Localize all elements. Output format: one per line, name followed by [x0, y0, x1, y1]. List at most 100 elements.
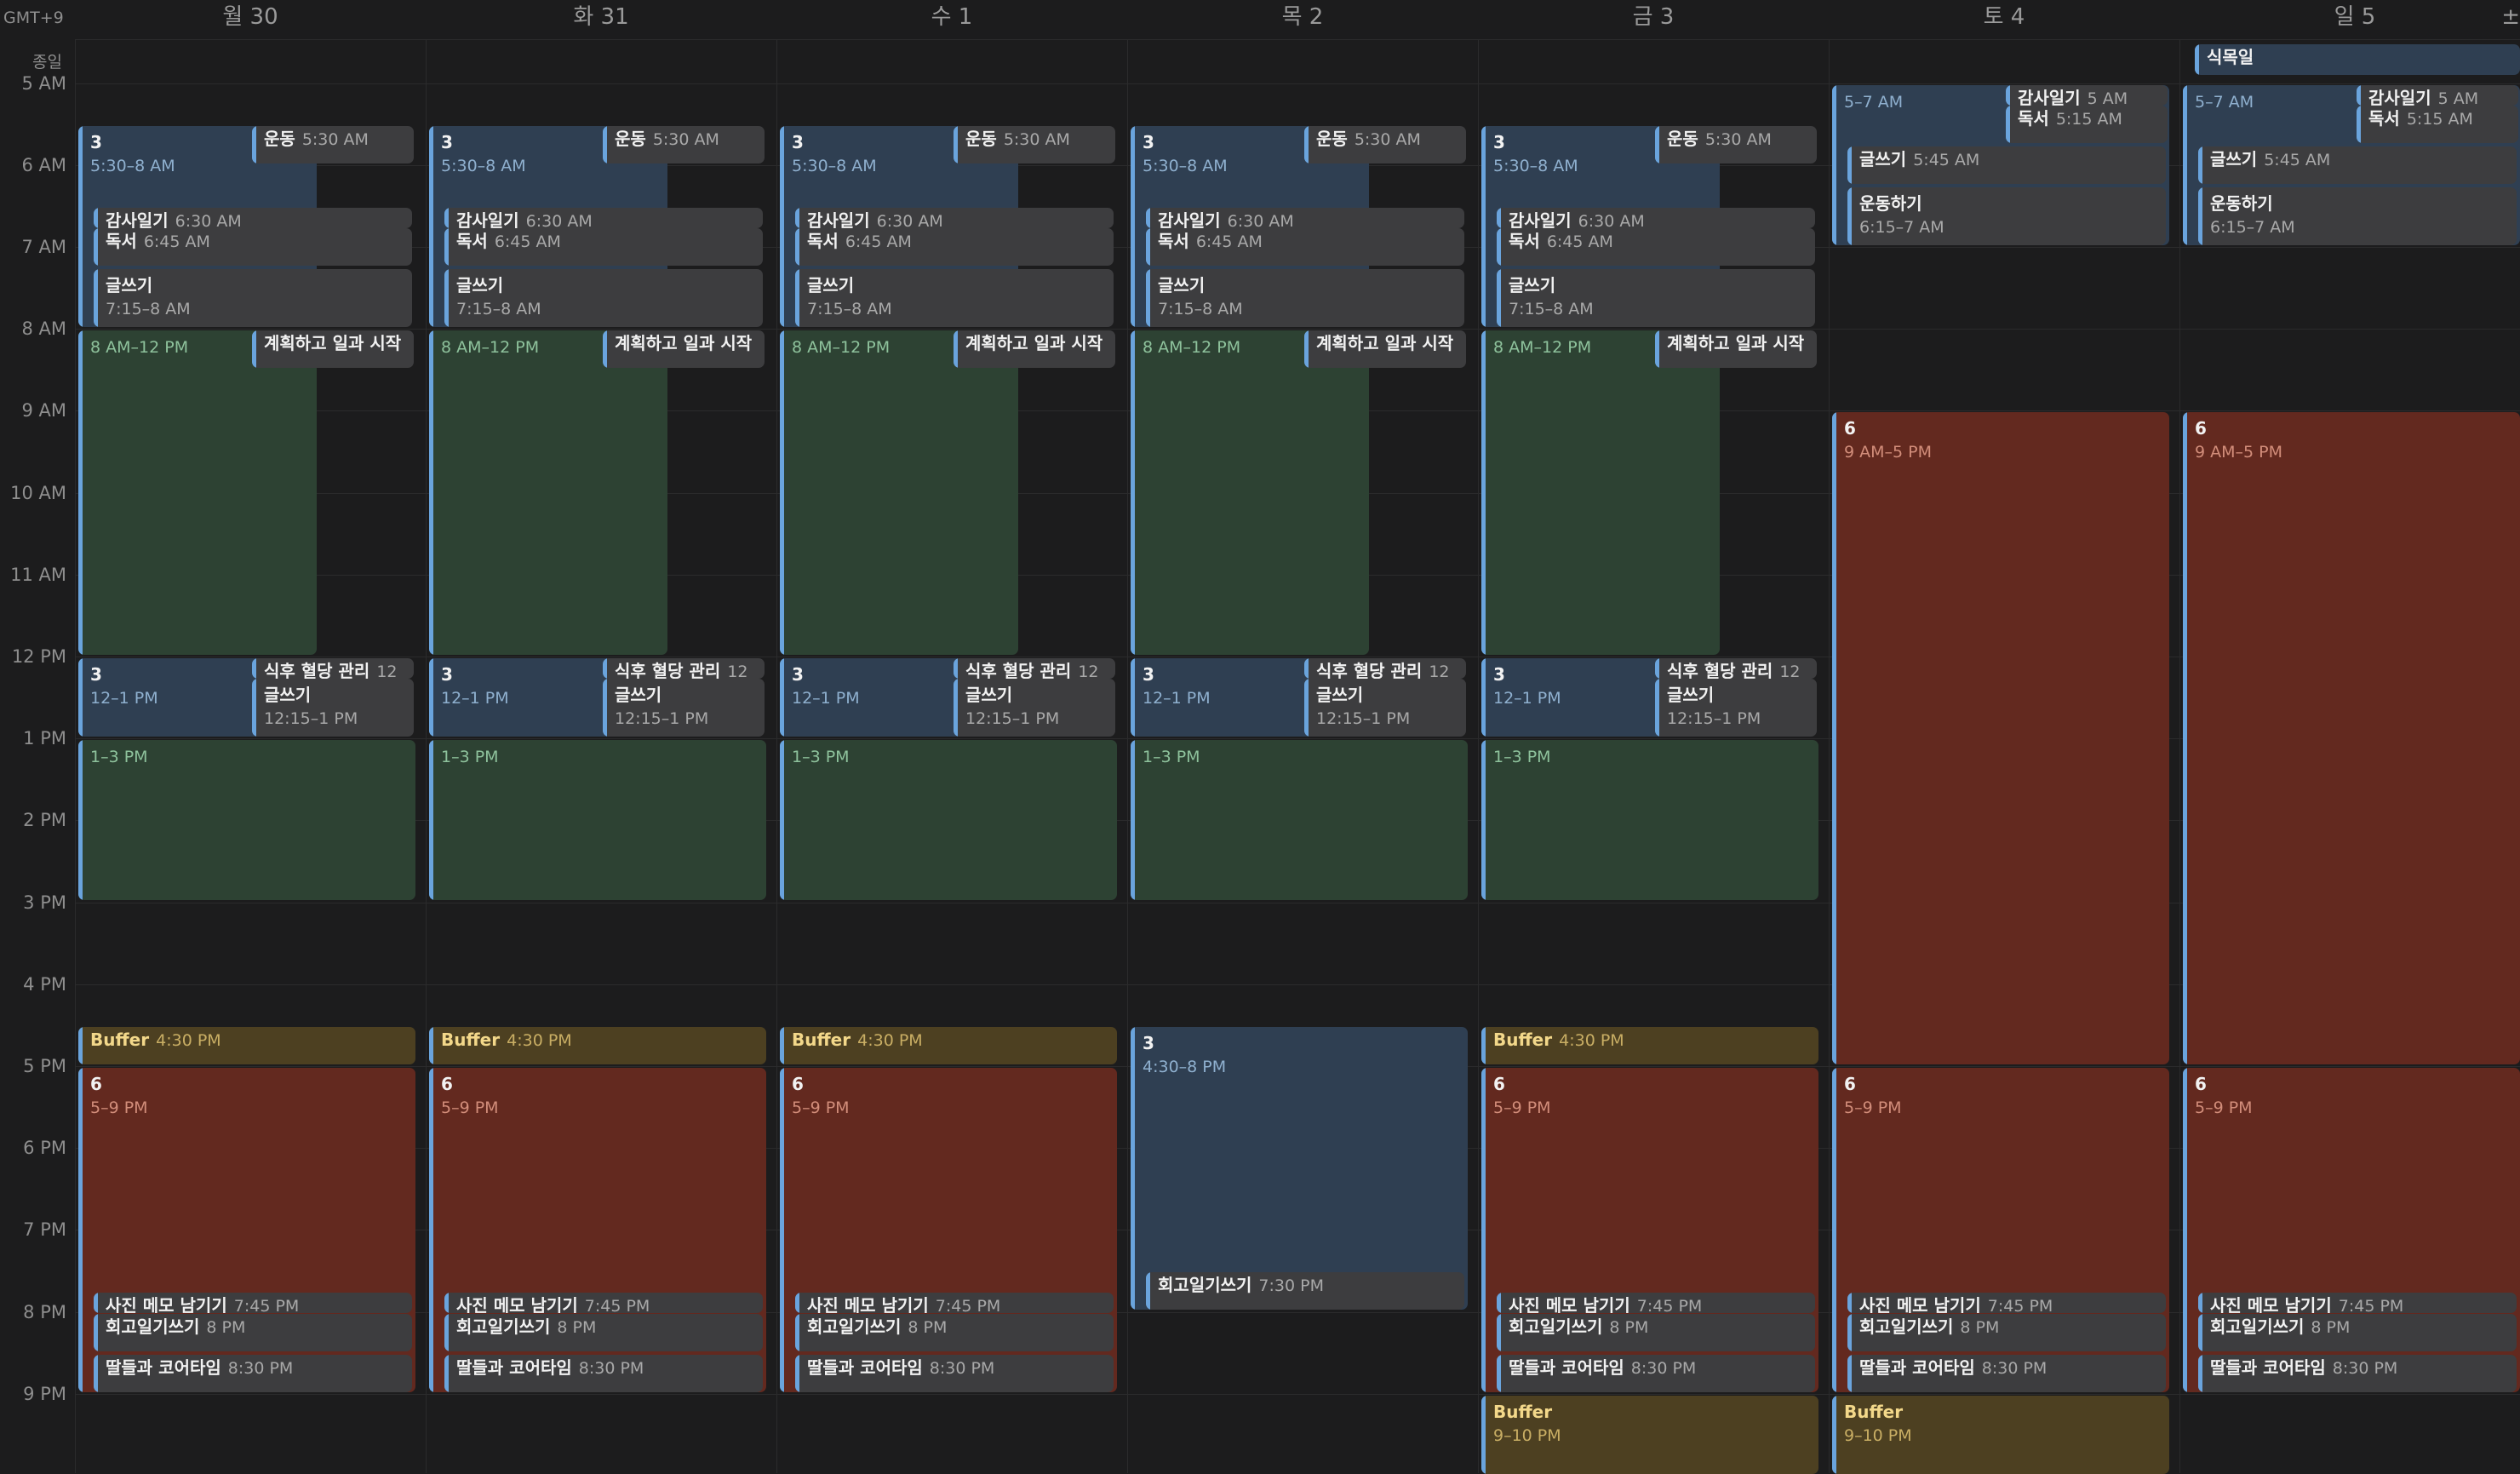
event-time: 12:15–1 PM — [965, 708, 1060, 728]
calendar-event[interactable]: 사진 메모 남기기 7:45 PM — [444, 1293, 763, 1314]
calendar-event[interactable]: 글쓰기 12:15–1 PM — [954, 678, 1115, 737]
day-header[interactable]: 일 5 — [2334, 4, 2376, 30]
calendar-event[interactable]: 딸들과 코어타임 8:30 PM — [94, 1354, 412, 1392]
calendar-event[interactable]: 식후 혈당 관리 12 — [1655, 657, 1817, 679]
calendar-event[interactable]: 글쓰기 7:15–8 AM — [444, 268, 763, 328]
calendar-event[interactable]: 계획하고 일과 시작 — [1304, 330, 1466, 369]
calendar-event[interactable]: 독서 6:45 AM — [1146, 227, 1464, 266]
calendar-event[interactable]: 3 4:30–8 PM — [1131, 1026, 1468, 1311]
calendar-event[interactable]: 회고일기쓰기 8 PM — [1847, 1313, 2166, 1351]
calendar-event[interactable]: 글쓰기 12:15–1 PM — [1304, 678, 1466, 737]
calendar-event[interactable]: 딸들과 코어타임 8:30 PM — [444, 1354, 763, 1392]
calendar-event[interactable]: 회고일기쓰기 8 PM — [444, 1313, 763, 1351]
calendar-event[interactable]: 감사일기 5 AM — [2357, 84, 2518, 106]
calendar-event[interactable]: 감사일기 6:30 AM — [1146, 207, 1464, 228]
calendar-event[interactable]: Buffer 4:30 PM — [1481, 1026, 1818, 1064]
event-time: 1–3 PM — [1143, 748, 1200, 767]
calendar-event[interactable]: 딸들과 코어타임 8:30 PM — [795, 1354, 1114, 1392]
calendar-event[interactable]: 독서 5:15 AM — [2006, 105, 2168, 143]
calendar-event[interactable]: 회고일기쓰기 8 PM — [94, 1313, 412, 1351]
calendar-event[interactable]: 1–3 PM — [78, 740, 415, 901]
calendar-event[interactable]: 운동 5:30 AM — [1655, 125, 1817, 163]
calendar-event[interactable]: 운동 5:30 AM — [954, 125, 1115, 163]
calendar-event[interactable]: 회고일기쓰기 8 PM — [1497, 1313, 1815, 1351]
calendar-event[interactable]: 8 AM–12 PM — [1481, 330, 1720, 655]
calendar-event[interactable]: 1–3 PM — [780, 740, 1117, 901]
event-time: 12:15–1 PM — [1316, 708, 1411, 728]
calendar-event[interactable]: 운동하기 6:15–7 AM — [1847, 186, 2166, 245]
event-time: 8 PM — [206, 1317, 246, 1337]
day-header[interactable]: 수 1 — [931, 4, 973, 30]
calendar-event[interactable]: 감사일기 6:30 AM — [94, 207, 412, 228]
calendar-event[interactable]: 회고일기쓰기 7:30 PM — [1146, 1272, 1464, 1311]
calendar-event[interactable]: 글쓰기 5:45 AM — [2198, 146, 2517, 184]
calendar-event[interactable]: 사진 메모 남기기 7:45 PM — [94, 1293, 412, 1314]
calendar-event[interactable]: 딸들과 코어타임 8:30 PM — [1497, 1354, 1815, 1392]
calendar-event[interactable]: 식후 혈당 관리 12 — [252, 657, 414, 679]
calendar-event[interactable]: 8 AM–12 PM — [78, 330, 317, 655]
calendar-event[interactable]: 감사일기 6:30 AM — [444, 207, 763, 228]
calendar-event[interactable]: Buffer 9–10 PM — [1481, 1395, 1818, 1474]
calendar-event[interactable]: Buffer 4:30 PM — [78, 1026, 415, 1064]
calendar-event[interactable]: 글쓰기 7:15–8 AM — [1497, 268, 1815, 328]
calendar-event[interactable]: 글쓰기 12:15–1 PM — [1655, 678, 1817, 737]
day-header[interactable]: 토 4 — [1983, 4, 2025, 30]
calendar-event[interactable]: 글쓰기 12:15–1 PM — [603, 678, 765, 737]
calendar-event[interactable]: 독서 6:45 AM — [444, 227, 763, 266]
calendar-event[interactable]: 회고일기쓰기 8 PM — [795, 1313, 1114, 1351]
calendar-event[interactable]: 6 9 AM–5 PM — [2183, 412, 2520, 1064]
calendar-event[interactable]: 사진 메모 남기기 7:45 PM — [795, 1293, 1114, 1314]
calendar-event[interactable]: 감사일기 6:30 AM — [795, 207, 1114, 228]
event-time: 8:30 PM — [578, 1358, 644, 1378]
calendar-event[interactable]: 운동 5:30 AM — [252, 125, 414, 163]
calendar-event[interactable]: Buffer 4:30 PM — [429, 1026, 766, 1064]
calendar-event[interactable]: 회고일기쓰기 8 PM — [2198, 1313, 2517, 1351]
calendar-event[interactable]: 운동하기 6:15–7 AM — [2198, 186, 2517, 245]
calendar-event[interactable]: 계획하고 일과 시작 — [1655, 330, 1817, 369]
calendar-event[interactable]: 1–3 PM — [429, 740, 766, 901]
event-time: 7:45 PM — [935, 1297, 1001, 1314]
calendar-event[interactable]: 딸들과 코어타임 8:30 PM — [2198, 1354, 2517, 1392]
day-header[interactable]: 월 30 — [222, 4, 278, 30]
calendar-event[interactable]: 글쓰기 7:15–8 AM — [1146, 268, 1464, 328]
calendar-event[interactable]: 글쓰기 7:15–8 AM — [795, 268, 1114, 328]
calendar-event[interactable]: 사진 메모 남기기 7:45 PM — [1497, 1293, 1815, 1314]
calendar-event[interactable]: 사진 메모 남기기 7:45 PM — [1847, 1293, 2166, 1314]
calendar-event[interactable]: 8 AM–12 PM — [429, 330, 667, 655]
calendar-event[interactable]: 8 AM–12 PM — [780, 330, 1018, 655]
calendar-event[interactable]: 사진 메모 남기기 7:45 PM — [2198, 1293, 2517, 1314]
calendar-event[interactable]: 글쓰기 7:15–8 AM — [94, 268, 412, 328]
calendar-event[interactable]: 8 AM–12 PM — [1131, 330, 1369, 655]
day-header[interactable]: 화 31 — [573, 4, 629, 30]
add-plus-label[interactable]: ± — [2501, 4, 2520, 30]
calendar-event[interactable]: 독서 6:45 AM — [94, 227, 412, 266]
calendar-event[interactable]: 글쓰기 12:15–1 PM — [252, 678, 414, 737]
all-day-event[interactable]: 식목일 — [2195, 44, 2520, 75]
calendar-event[interactable]: 1–3 PM — [1481, 740, 1818, 901]
event-time: 12:15–1 PM — [615, 708, 709, 728]
event-title: 계획하고 일과 시작 — [615, 333, 753, 354]
calendar-event[interactable]: 식후 혈당 관리 12 — [603, 657, 765, 679]
calendar-event[interactable]: 글쓰기 5:45 AM — [1847, 146, 2166, 184]
event-time: 7:45 PM — [1987, 1297, 2053, 1314]
calendar-event[interactable]: 독서 5:15 AM — [2357, 105, 2518, 143]
calendar-event[interactable]: 식후 혈당 관리 12 — [1304, 657, 1466, 679]
calendar-event[interactable]: 운동 5:30 AM — [1304, 125, 1466, 163]
calendar-event[interactable]: 운동 5:30 AM — [603, 125, 765, 163]
calendar-event[interactable]: 독서 6:45 AM — [795, 227, 1114, 266]
hour-line — [75, 1311, 2520, 1313]
calendar-event[interactable]: 6 9 AM–5 PM — [1832, 412, 2169, 1064]
calendar-event[interactable]: 감사일기 5 AM — [2006, 84, 2168, 106]
calendar-event[interactable]: 계획하고 일과 시작 — [603, 330, 765, 369]
day-header[interactable]: 금 3 — [1632, 4, 1675, 30]
calendar-event[interactable]: 딸들과 코어타임 8:30 PM — [1847, 1354, 2166, 1392]
calendar-event[interactable]: 독서 6:45 AM — [1497, 227, 1815, 266]
calendar-event[interactable]: Buffer 9–10 PM — [1832, 1395, 2169, 1474]
calendar-event[interactable]: Buffer 4:30 PM — [780, 1026, 1117, 1064]
calendar-event[interactable]: 1–3 PM — [1131, 740, 1468, 901]
calendar-event[interactable]: 계획하고 일과 시작 — [252, 330, 414, 369]
calendar-event[interactable]: 계획하고 일과 시작 — [954, 330, 1115, 369]
calendar-event[interactable]: 감사일기 6:30 AM — [1497, 207, 1815, 228]
day-header[interactable]: 목 2 — [1281, 4, 1324, 30]
calendar-event[interactable]: 식후 혈당 관리 12 — [954, 657, 1115, 679]
